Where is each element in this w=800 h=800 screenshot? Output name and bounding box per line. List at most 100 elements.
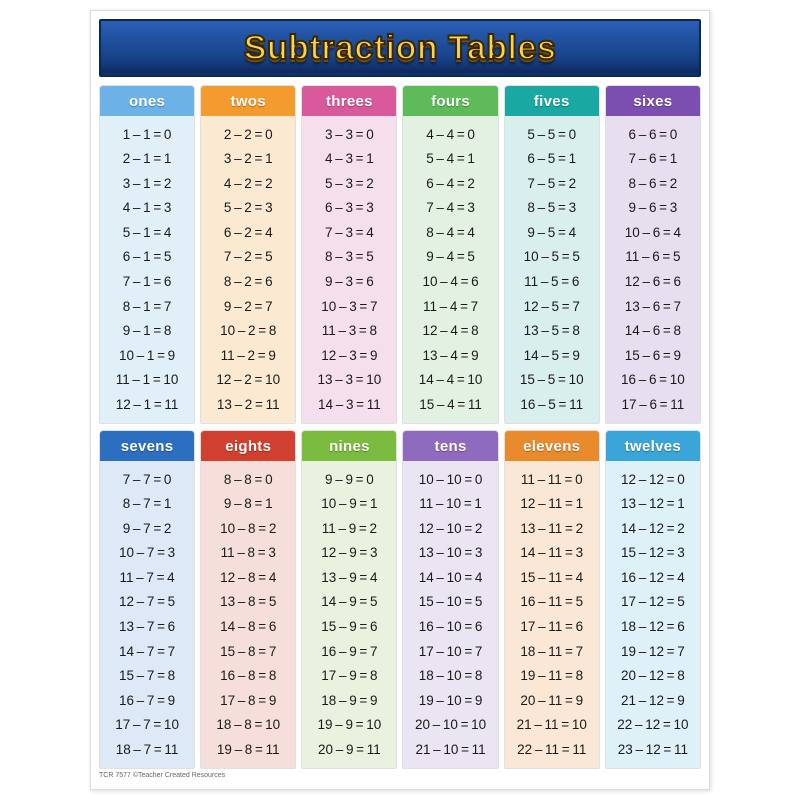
equation: 18 – 10 = 8 [403, 668, 497, 684]
equation: 9 – 4 = 5 [403, 249, 497, 265]
column-body: 6 – 6 = 07 – 6 = 18 – 6 = 29 – 6 = 310 –… [606, 116, 700, 423]
equation: 16 – 5 = 11 [505, 397, 599, 413]
equation: 12 – 8 = 4 [201, 570, 295, 586]
equation: 13 – 2 = 11 [201, 397, 295, 413]
column-header: tens [403, 431, 497, 461]
equation: 21 – 11 = 10 [505, 717, 599, 733]
equation: 19 – 8 = 11 [201, 742, 295, 758]
table-column-threes: threes3 – 3 = 04 – 3 = 15 – 3 = 26 – 3 =… [301, 85, 397, 424]
column-header: twos [201, 86, 295, 116]
equation: 6 – 1 = 5 [100, 249, 194, 265]
equation: 10 – 9 = 1 [302, 496, 396, 512]
equation: 13 – 3 = 10 [302, 372, 396, 388]
equation: 12 – 9 = 3 [302, 545, 396, 561]
equation: 6 – 3 = 3 [302, 200, 396, 216]
equation: 12 – 1 = 11 [100, 397, 194, 413]
equation: 4 – 4 = 0 [403, 127, 497, 143]
equation: 13 – 9 = 4 [302, 570, 396, 586]
equation: 18 – 7 = 11 [100, 742, 194, 758]
equation: 15 – 4 = 11 [403, 397, 497, 413]
main-title: Subtraction Tables [244, 29, 557, 68]
equation: 16 – 7 = 9 [100, 693, 194, 709]
equation: 16 – 9 = 7 [302, 644, 396, 660]
equation: 5 – 1 = 4 [100, 225, 194, 241]
equation: 16 – 8 = 8 [201, 668, 295, 684]
equation: 3 – 1 = 2 [100, 176, 194, 192]
equation: 12 – 5 = 7 [505, 299, 599, 315]
equation: 11 – 6 = 5 [606, 249, 700, 265]
equation: 8 – 4 = 4 [403, 225, 497, 241]
equation: 12 – 10 = 2 [403, 521, 497, 537]
equation: 15 – 11 = 4 [505, 570, 599, 586]
equation: 20 – 11 = 9 [505, 693, 599, 709]
equation: 20 – 12 = 8 [606, 668, 700, 684]
table-column-elevens: elevens11 – 11 = 012 – 11 = 113 – 11 = 2… [504, 430, 600, 769]
equation: 16 – 6 = 10 [606, 372, 700, 388]
equation: 18 – 11 = 7 [505, 644, 599, 660]
equation: 11 – 7 = 4 [100, 570, 194, 586]
equation: 10 – 7 = 3 [100, 545, 194, 561]
equation: 11 – 8 = 3 [201, 545, 295, 561]
equation: 14 – 4 = 10 [403, 372, 497, 388]
equation: 13 – 6 = 7 [606, 299, 700, 315]
equation: 13 – 4 = 9 [403, 348, 497, 364]
column-body: 4 – 4 = 05 – 4 = 16 – 4 = 27 – 4 = 38 – … [403, 116, 497, 423]
equation: 9 – 5 = 4 [505, 225, 599, 241]
table-column-fours: fours4 – 4 = 05 – 4 = 16 – 4 = 27 – 4 = … [402, 85, 498, 424]
equation: 10 – 4 = 6 [403, 274, 497, 290]
footer-credit: TCR 7577 ©Teacher Created Resources [99, 769, 701, 779]
table-column-fives: fives5 – 5 = 06 – 5 = 17 – 5 = 28 – 5 = … [504, 85, 600, 424]
equation: 7 – 7 = 0 [100, 472, 194, 488]
column-body: 7 – 7 = 08 – 7 = 19 – 7 = 210 – 7 = 311 … [100, 461, 194, 768]
equation: 3 – 3 = 0 [302, 127, 396, 143]
equation: 14 – 11 = 3 [505, 545, 599, 561]
equation: 10 – 1 = 9 [100, 348, 194, 364]
equation: 11 – 2 = 9 [201, 348, 295, 364]
equation: 14 – 12 = 2 [606, 521, 700, 537]
column-body: 2 – 2 = 03 – 2 = 14 – 2 = 25 – 2 = 36 – … [201, 116, 295, 423]
column-header: fours [403, 86, 497, 116]
equation: 14 – 9 = 5 [302, 594, 396, 610]
equation: 15 – 12 = 3 [606, 545, 700, 561]
column-header: eights [201, 431, 295, 461]
equation: 22 – 12 = 10 [606, 717, 700, 733]
equation: 3 – 2 = 1 [201, 151, 295, 167]
equation: 14 – 7 = 7 [100, 644, 194, 660]
equation: 15 – 8 = 7 [201, 644, 295, 660]
equation: 6 – 2 = 4 [201, 225, 295, 241]
equation: 1 – 1 = 0 [100, 127, 194, 143]
equation: 12 – 4 = 8 [403, 323, 497, 339]
equation: 12 – 6 = 6 [606, 274, 700, 290]
column-header: ones [100, 86, 194, 116]
equation: 13 – 5 = 8 [505, 323, 599, 339]
column-header: nines [302, 431, 396, 461]
equation: 15 – 5 = 10 [505, 372, 599, 388]
equation: 2 – 2 = 0 [201, 127, 295, 143]
equation: 12 – 11 = 1 [505, 496, 599, 512]
equation: 13 – 7 = 6 [100, 619, 194, 635]
equation: 18 – 8 = 10 [201, 717, 295, 733]
equation: 5 – 4 = 1 [403, 151, 497, 167]
equation: 19 – 12 = 7 [606, 644, 700, 660]
column-header: fives [505, 86, 599, 116]
equation: 17 – 6 = 11 [606, 397, 700, 413]
equation: 9 – 6 = 3 [606, 200, 700, 216]
equation: 18 – 12 = 6 [606, 619, 700, 635]
equation: 8 – 8 = 0 [201, 472, 295, 488]
equation: 9 – 9 = 0 [302, 472, 396, 488]
equation: 21 – 10 = 11 [403, 742, 497, 758]
column-body: 9 – 9 = 010 – 9 = 111 – 9 = 212 – 9 = 31… [302, 461, 396, 768]
equation: 8 – 2 = 6 [201, 274, 295, 290]
column-body: 10 – 10 = 011 – 10 = 112 – 10 = 213 – 10… [403, 461, 497, 768]
equation: 13 – 12 = 1 [606, 496, 700, 512]
equation: 2 – 1 = 1 [100, 151, 194, 167]
equation: 9 – 3 = 6 [302, 274, 396, 290]
table-column-nines: nines9 – 9 = 010 – 9 = 111 – 9 = 212 – 9… [301, 430, 397, 769]
equation: 7 – 5 = 2 [505, 176, 599, 192]
equation: 5 – 2 = 3 [201, 200, 295, 216]
equation: 20 – 10 = 10 [403, 717, 497, 733]
equation: 15 – 10 = 5 [403, 594, 497, 610]
table-column-eights: eights8 – 8 = 09 – 8 = 110 – 8 = 211 – 8… [200, 430, 296, 769]
equation: 7 – 1 = 6 [100, 274, 194, 290]
equation: 18 – 9 = 9 [302, 693, 396, 709]
